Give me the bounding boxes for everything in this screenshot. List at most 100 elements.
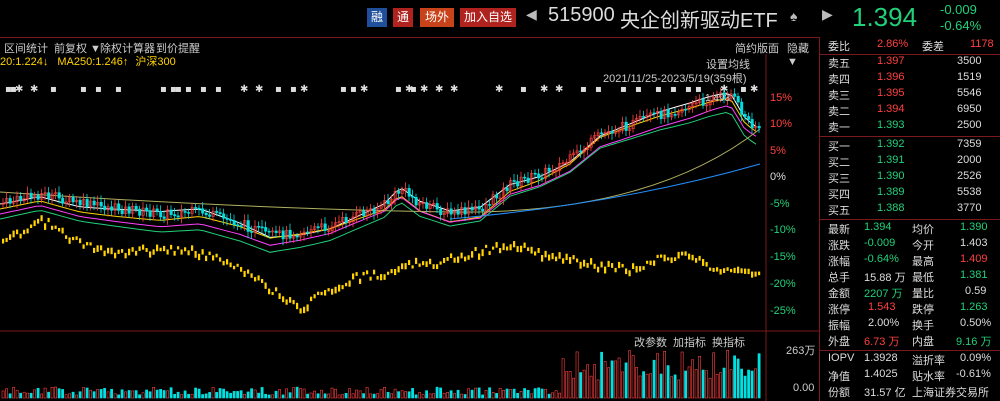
event-marker-icon[interactable]: ▪: [670, 84, 677, 95]
ask-row[interactable]: 卖二 1.394 6950: [820, 103, 1000, 119]
index-bar: [404, 263, 407, 270]
next-stock-arrow-icon[interactable]: ▶: [822, 6, 833, 22]
prev-stock-arrow-icon[interactable]: ◀: [526, 6, 537, 22]
candle-body: [635, 117, 639, 121]
event-marker-icon[interactable]: ▪: [410, 84, 417, 95]
flag-icon[interactable]: ♠: [790, 8, 798, 24]
event-marker-icon[interactable]: ▪: [50, 84, 57, 95]
event-marker-icon[interactable]: ✱: [360, 84, 368, 95]
event-marker-icon[interactable]: ▪: [95, 84, 102, 95]
event-marker-icon[interactable]: ▪: [685, 84, 692, 95]
price-alert-button[interactable]: 到价提醒: [156, 43, 200, 55]
index-bar: [12, 230, 15, 238]
event-marker-icon[interactable]: ✱: [495, 84, 503, 95]
index-bar: [16, 229, 19, 235]
switch-indicator-button[interactable]: 换指标: [712, 337, 745, 349]
bid-row[interactable]: 买五 1.388 3770: [820, 202, 1000, 218]
event-marker-icon[interactable]: ▪: [620, 84, 627, 95]
index-bar: [128, 248, 131, 256]
volume-bar: [78, 391, 82, 399]
bid-price: 1.388: [877, 202, 905, 214]
add-favorite-button[interactable]: 加入自选: [460, 8, 516, 27]
event-marker-icon[interactable]: ▪: [200, 84, 207, 95]
event-marker-icon[interactable]: ▪: [170, 84, 177, 95]
event-marker-icon[interactable]: ▪: [350, 84, 357, 95]
volume-bar: [183, 390, 187, 399]
event-marker-icon[interactable]: ▪: [275, 84, 282, 95]
bid-level-label: 买一: [828, 141, 850, 153]
event-marker-icon[interactable]: ▪: [115, 84, 122, 95]
event-marker-icon[interactable]: ▪: [580, 84, 587, 95]
index-bar: [75, 236, 78, 240]
event-marker-icon[interactable]: ✱: [255, 84, 263, 95]
kline-chart[interactable]: ▪▪✱ ✱ ▪ ▪ ▪ ▪ ▪ ▪▪ ▪ ▪ ▪ ✱ ✱ ▪ ▪ ✱ ▪ ▪ ✱ ▪ ✱▪ ✱ ✱ ✱ ✱ ▪ ✱ ✱ ▪ ▪ ▪ ▪ ▪ ▪ ▪ ▪…: [0, 54, 820, 401]
index-bar: [621, 263, 624, 268]
bid-row[interactable]: 买四 1.389 5538: [820, 186, 1000, 202]
candle-body: [302, 231, 306, 235]
index-bar: [86, 242, 89, 246]
otc-badge[interactable]: 场外: [420, 8, 454, 27]
candle-body: [687, 106, 691, 110]
event-marker-icon[interactable]: ✱: [15, 84, 23, 95]
event-marker-icon[interactable]: ▪: [5, 84, 12, 95]
event-marker-icon[interactable]: ▪: [175, 84, 182, 95]
volume-bar: [673, 374, 677, 399]
edit-params-button[interactable]: 改参数: [634, 337, 667, 349]
ma-settings-button[interactable]: 设置均线: [706, 59, 750, 71]
event-marker-icon[interactable]: ✱: [30, 84, 38, 95]
ask-row[interactable]: 卖三 1.395 5546: [820, 87, 1000, 103]
index-bar: [534, 251, 537, 256]
event-marker-icon[interactable]: ▪: [740, 84, 747, 95]
event-marker-icon[interactable]: ▪: [595, 84, 602, 95]
event-marker-icon[interactable]: ✱: [300, 84, 308, 95]
event-marker-icon[interactable]: ✱: [420, 84, 428, 95]
event-marker-icon[interactable]: ▪: [160, 84, 167, 95]
event-marker-icon[interactable]: ▪: [635, 84, 642, 95]
event-marker-icon[interactable]: ✱: [450, 84, 458, 95]
ask-row[interactable]: 卖五 1.397 3500: [820, 55, 1000, 71]
index-bar: [23, 229, 26, 235]
event-marker-icon[interactable]: ▪: [655, 84, 662, 95]
add-indicator-button[interactable]: 加指标: [673, 337, 706, 349]
adjust-mode-dropdown[interactable]: 前复权 ▼: [54, 43, 101, 55]
index-bar: [548, 254, 551, 261]
event-marker-icon[interactable]: ▪: [340, 84, 347, 95]
event-marker-icon[interactable]: ✱: [555, 84, 563, 95]
bid-row[interactable]: 买三 1.390 2526: [820, 170, 1000, 186]
event-marker-icon[interactable]: ✱: [750, 84, 758, 95]
candle-body: [369, 208, 373, 211]
range-stats-button[interactable]: 区间统计: [4, 43, 48, 55]
index-bar: [590, 258, 593, 265]
margin-badge[interactable]: 融: [367, 8, 387, 27]
index-bar: [44, 223, 47, 230]
simple-layout-button[interactable]: 简约版面: [735, 43, 779, 55]
candle-body: [306, 231, 310, 234]
event-marker-icon[interactable]: ▪: [10, 84, 17, 95]
ask-row[interactable]: 卖四 1.396 1519: [820, 71, 1000, 87]
candle-body: [505, 187, 509, 192]
event-marker-icon[interactable]: ▪: [80, 84, 87, 95]
ask-price: 1.393: [877, 119, 905, 131]
event-marker-icon[interactable]: ▪: [290, 84, 297, 95]
event-marker-icon[interactable]: ✱: [540, 84, 548, 95]
event-marker-icon[interactable]: ✱: [405, 84, 413, 95]
candle-body: [225, 218, 229, 220]
connect-badge[interactable]: 通: [393, 8, 413, 27]
event-marker-icon[interactable]: ✱: [240, 84, 248, 95]
hide-dropdown[interactable]: 隐藏 ▼: [787, 43, 809, 68]
event-marker-icon[interactable]: ▪: [395, 84, 402, 95]
event-marker-icon[interactable]: ▪: [215, 84, 222, 95]
ask-level-label: 卖三: [828, 90, 850, 102]
bid-row[interactable]: 买一 1.392 7359: [820, 138, 1000, 154]
ex-rights-calculator-button[interactable]: 除权计算器: [100, 43, 155, 55]
index-bar: [628, 270, 631, 277]
event-marker-icon[interactable]: ▪: [695, 84, 702, 95]
candle-body: [642, 115, 646, 118]
event-marker-icon[interactable]: ▪: [185, 84, 192, 95]
bid-row[interactable]: 买二 1.391 2000: [820, 154, 1000, 170]
ask-row[interactable]: 卖一 1.393 2500: [820, 119, 1000, 135]
candle-body: [131, 205, 135, 214]
volume-bar: [232, 391, 236, 399]
event-marker-icon[interactable]: ▪: [520, 84, 527, 95]
event-marker-icon[interactable]: ✱: [435, 84, 443, 95]
